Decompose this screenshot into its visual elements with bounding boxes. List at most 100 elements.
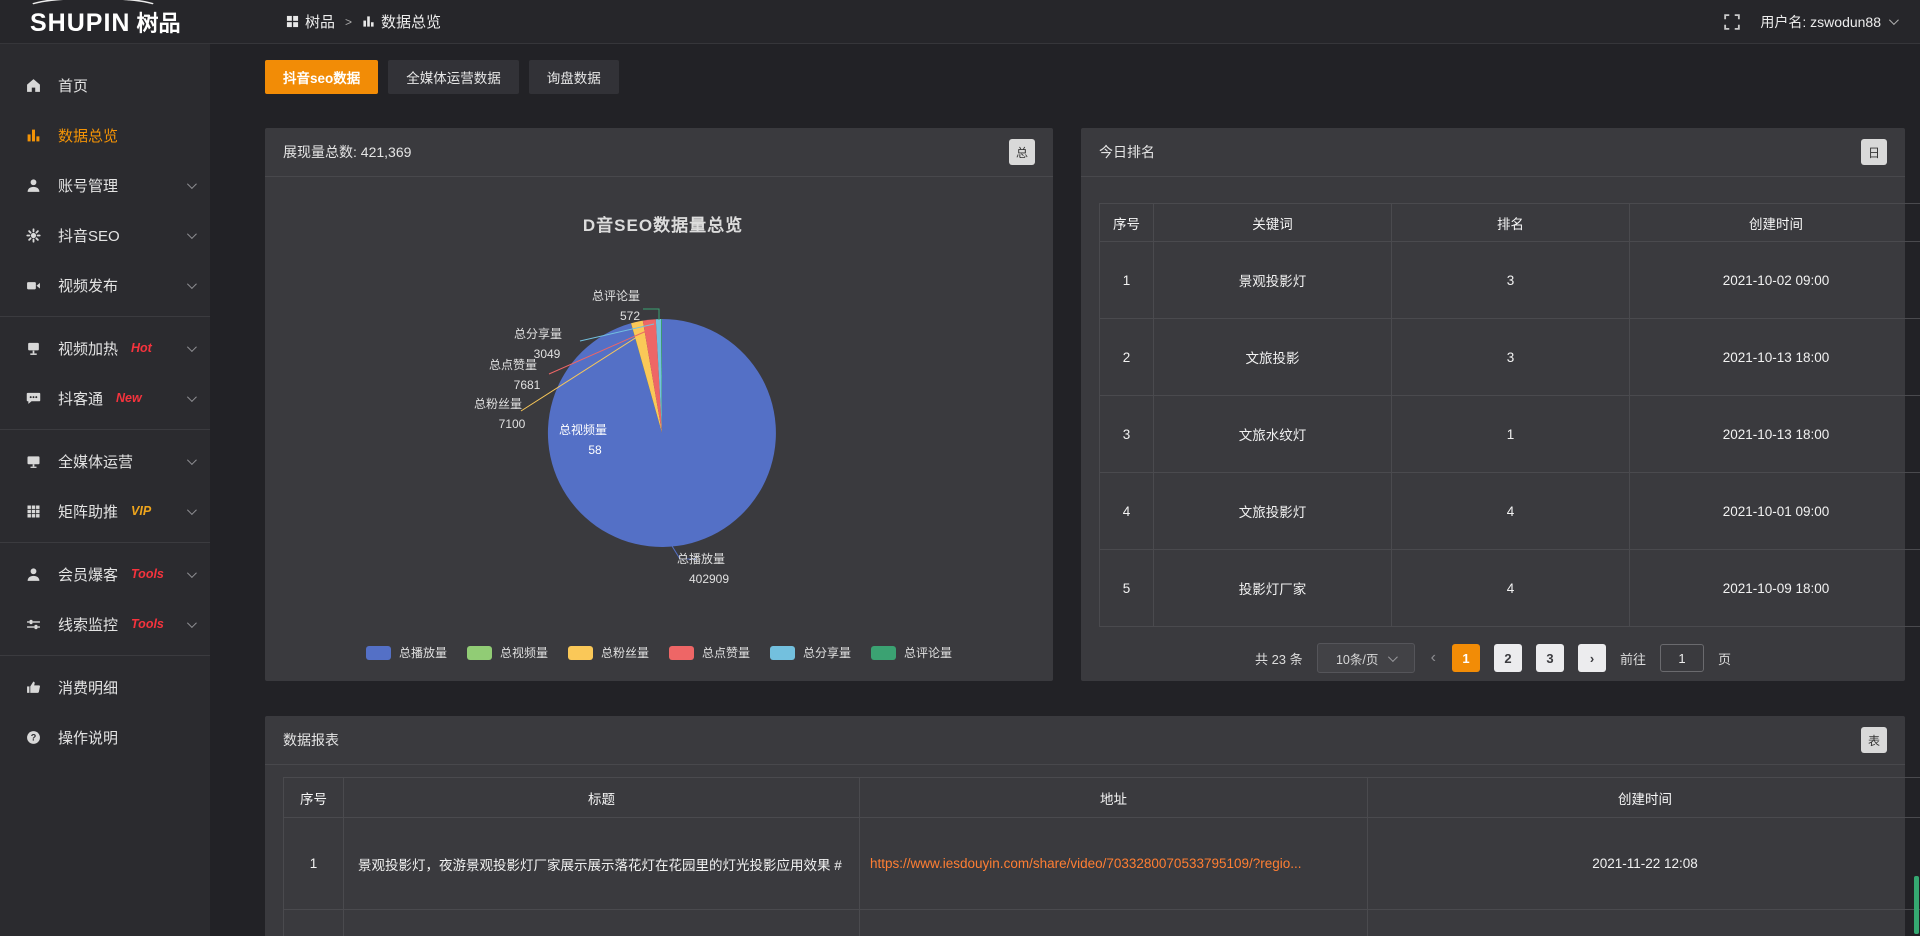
legend-swatch (466, 645, 492, 660)
sidebar: 首页 数据总览 账号管理 抖音SEO 视频发布 视频加热 Hot (0, 44, 210, 936)
sidebar-item-data-overview[interactable]: 数据总览 (0, 110, 210, 160)
tab-inquiry-data[interactable]: 询盘数据 (528, 60, 619, 94)
legend-item-fans[interactable]: 总粉丝量 (567, 644, 649, 661)
legend-swatch (567, 645, 593, 660)
scrollbar-thumb[interactable] (1914, 876, 1919, 934)
table-header-row: 序号 关键词 排名 创建时间 (1099, 203, 1920, 242)
thumb-bill-icon (26, 680, 43, 695)
user-menu[interactable]: 用户名: zswodun88 (1760, 12, 1899, 32)
home-icon (26, 78, 43, 93)
vip-badge: VIP (131, 504, 152, 518)
pie-label-comments-name: 总评论量 (592, 289, 640, 303)
sidebar-item-label: 消费明细 (58, 679, 119, 697)
chevron-down-icon (186, 228, 197, 239)
total-view-button[interactable]: 总 (1009, 139, 1035, 165)
next-page-button[interactable]: › (1577, 644, 1606, 672)
pie-slice-fans-total[interactable] (631, 320, 662, 433)
breadcrumb-current[interactable]: 数据总览 (362, 11, 441, 32)
main-content: 抖音seo数据 全媒体运营数据 询盘数据 展现量总数: 421,369 总 D音… (210, 44, 1920, 936)
sidebar-item-member-tool[interactable]: 会员爆客 Tools (0, 549, 210, 599)
legend-swatch (871, 645, 897, 660)
sidebar-item-matrix-boost[interactable]: 矩阵助推 VIP (0, 486, 210, 536)
sidebar-item-instructions[interactable]: ? 操作说明 (0, 712, 210, 762)
sidebar-item-video-publish[interactable]: 视频发布 (0, 260, 210, 310)
today-ranking-panel: 今日排名 日 序号 关键词 排名 创建时间 1 景观投影灯 3 2021-10-02 … (1081, 128, 1920, 681)
table-row: 1 景观投影灯，夜游景观投影灯厂家展示展示落花灯在花园里的灯光投影应用效果 # … (283, 817, 1920, 910)
ranking-panel-header: 今日排名 日 (1081, 128, 1905, 177)
tab-douyin-seo-data[interactable]: 抖音seo数据 (265, 60, 379, 94)
sidebar-item-home[interactable]: 首页 (0, 60, 210, 110)
breadcrumb-root[interactable]: 树品 (286, 11, 335, 32)
sidebar-item-label: 首页 (58, 77, 89, 95)
goto-page-input[interactable] (1660, 644, 1704, 672)
bar-chart-icon (362, 15, 375, 28)
tab-media-operation-data[interactable]: 全媒体运营数据 (388, 60, 519, 94)
prev-page-button[interactable]: ‹ (1430, 649, 1436, 666)
video-camera-icon (26, 278, 43, 293)
pie-slice-play-total[interactable] (547, 319, 776, 547)
pie-label-shares-name: 总分享量 (514, 326, 562, 341)
impressions-total-label: 展现量总数: 421,369 (283, 144, 412, 160)
pie-slice-likes-total[interactable] (642, 319, 662, 433)
pie-label-likes-value: 7681 (514, 378, 541, 392)
pie-slice-comments-total[interactable] (661, 318, 662, 433)
sidebar-item-douyin-seo[interactable]: 抖音SEO (0, 210, 210, 260)
sidebar-item-label: 线索监控 (58, 616, 119, 634)
sidebar-divider (0, 429, 210, 430)
legend-item-video[interactable]: 总视频量 (466, 644, 548, 661)
sidebar-item-account-management[interactable]: 账号管理 (0, 160, 210, 210)
legend-item-play[interactable]: 总播放量 (365, 644, 447, 661)
total-count-label: 共 23 条 (1254, 651, 1303, 667)
ranking-table: 序号 关键词 排名 创建时间 1 景观投影灯 3 2021-10-02 09:00 2… (1099, 203, 1920, 627)
overview-panel-header: 展现量总数: 421,369 总 (265, 128, 1053, 177)
hot-badge: Hot (131, 341, 152, 355)
page-button-3[interactable]: 3 (1535, 644, 1564, 672)
sidebar-item-label: 抖客通 (58, 390, 104, 408)
pie-slice-video-total[interactable] (630, 323, 662, 433)
logo-text-cn: 树品 (136, 10, 181, 36)
topbar: SHUPIN 树品 树品 > 数据总览 用户名: zswodun88 (0, 0, 1920, 44)
sliders-icon (26, 617, 43, 632)
sidebar-item-media-operation[interactable]: 全媒体运营 (0, 436, 210, 486)
sidebar-item-label: 抖音SEO (58, 227, 120, 245)
sidebar-item-doukeotng[interactable]: 抖客通 New (0, 373, 210, 423)
fullscreen-icon[interactable] (1724, 13, 1741, 30)
pie-label-shares-value: 3049 (534, 347, 561, 361)
page-button-2[interactable]: 2 (1493, 644, 1522, 672)
page-button-1[interactable]: 1 (1451, 644, 1480, 672)
bar-chart-icon (26, 128, 43, 143)
legend-item-comments[interactable]: 总评论量 (871, 644, 952, 661)
chart-title: D音SEO数据量总览 (583, 215, 743, 235)
ranking-panel-title: 今日排名 (1099, 144, 1155, 160)
pie-slice-shares-total[interactable] (655, 319, 662, 433)
page-size-select[interactable]: 10条/页 (1316, 643, 1415, 673)
day-view-button[interactable]: 日 (1861, 139, 1887, 165)
chevron-down-icon (186, 617, 197, 628)
legend-swatch (365, 645, 391, 660)
label-line-comments (643, 308, 660, 320)
breadcrumb: 树品 > 数据总览 (286, 11, 441, 32)
sidebar-item-label: 数据总览 (58, 127, 119, 145)
data-report-panel: 数据报表 表 序号 标题 地址 创建时间 1 景观投影灯，夜游景观投影灯厂家展示… (265, 716, 1920, 936)
legend-item-likes[interactable]: 总点赞量 (669, 644, 750, 661)
new-badge: New (116, 391, 142, 405)
chevron-down-icon (186, 567, 197, 578)
col-header-time: 创建时间 (1367, 777, 1920, 818)
table-header-row: 序号 标题 地址 创建时间 (283, 777, 1920, 818)
sidebar-item-consumption-detail[interactable]: 消费明细 (0, 662, 210, 712)
table-row: 4 文旅投影灯 4 2021-10-01 09:00 (1099, 472, 1920, 550)
sidebar-item-video-heat[interactable]: 视频加热 Hot (0, 323, 210, 373)
chevron-down-icon (186, 454, 197, 465)
col-header-num: 序号 (283, 777, 344, 818)
table-view-button[interactable]: 表 (1861, 727, 1887, 753)
label-line-shares (579, 323, 655, 342)
legend-item-shares[interactable]: 总分享量 (770, 644, 851, 661)
sidebar-item-clue-monitor[interactable]: 线索监控 Tools (0, 599, 210, 649)
table-row: 3 文旅水纹灯 1 2021-10-13 18:00 (1099, 395, 1920, 473)
label-line-play (671, 545, 696, 560)
tools-badge: Tools (131, 617, 164, 631)
pie-label-fans-name: 总粉丝量 (474, 397, 522, 411)
video-link[interactable]: https://www.iesdouyin.com/share/video/70… (870, 856, 1302, 871)
sidebar-divider (0, 316, 210, 317)
chevron-down-icon (186, 391, 197, 402)
